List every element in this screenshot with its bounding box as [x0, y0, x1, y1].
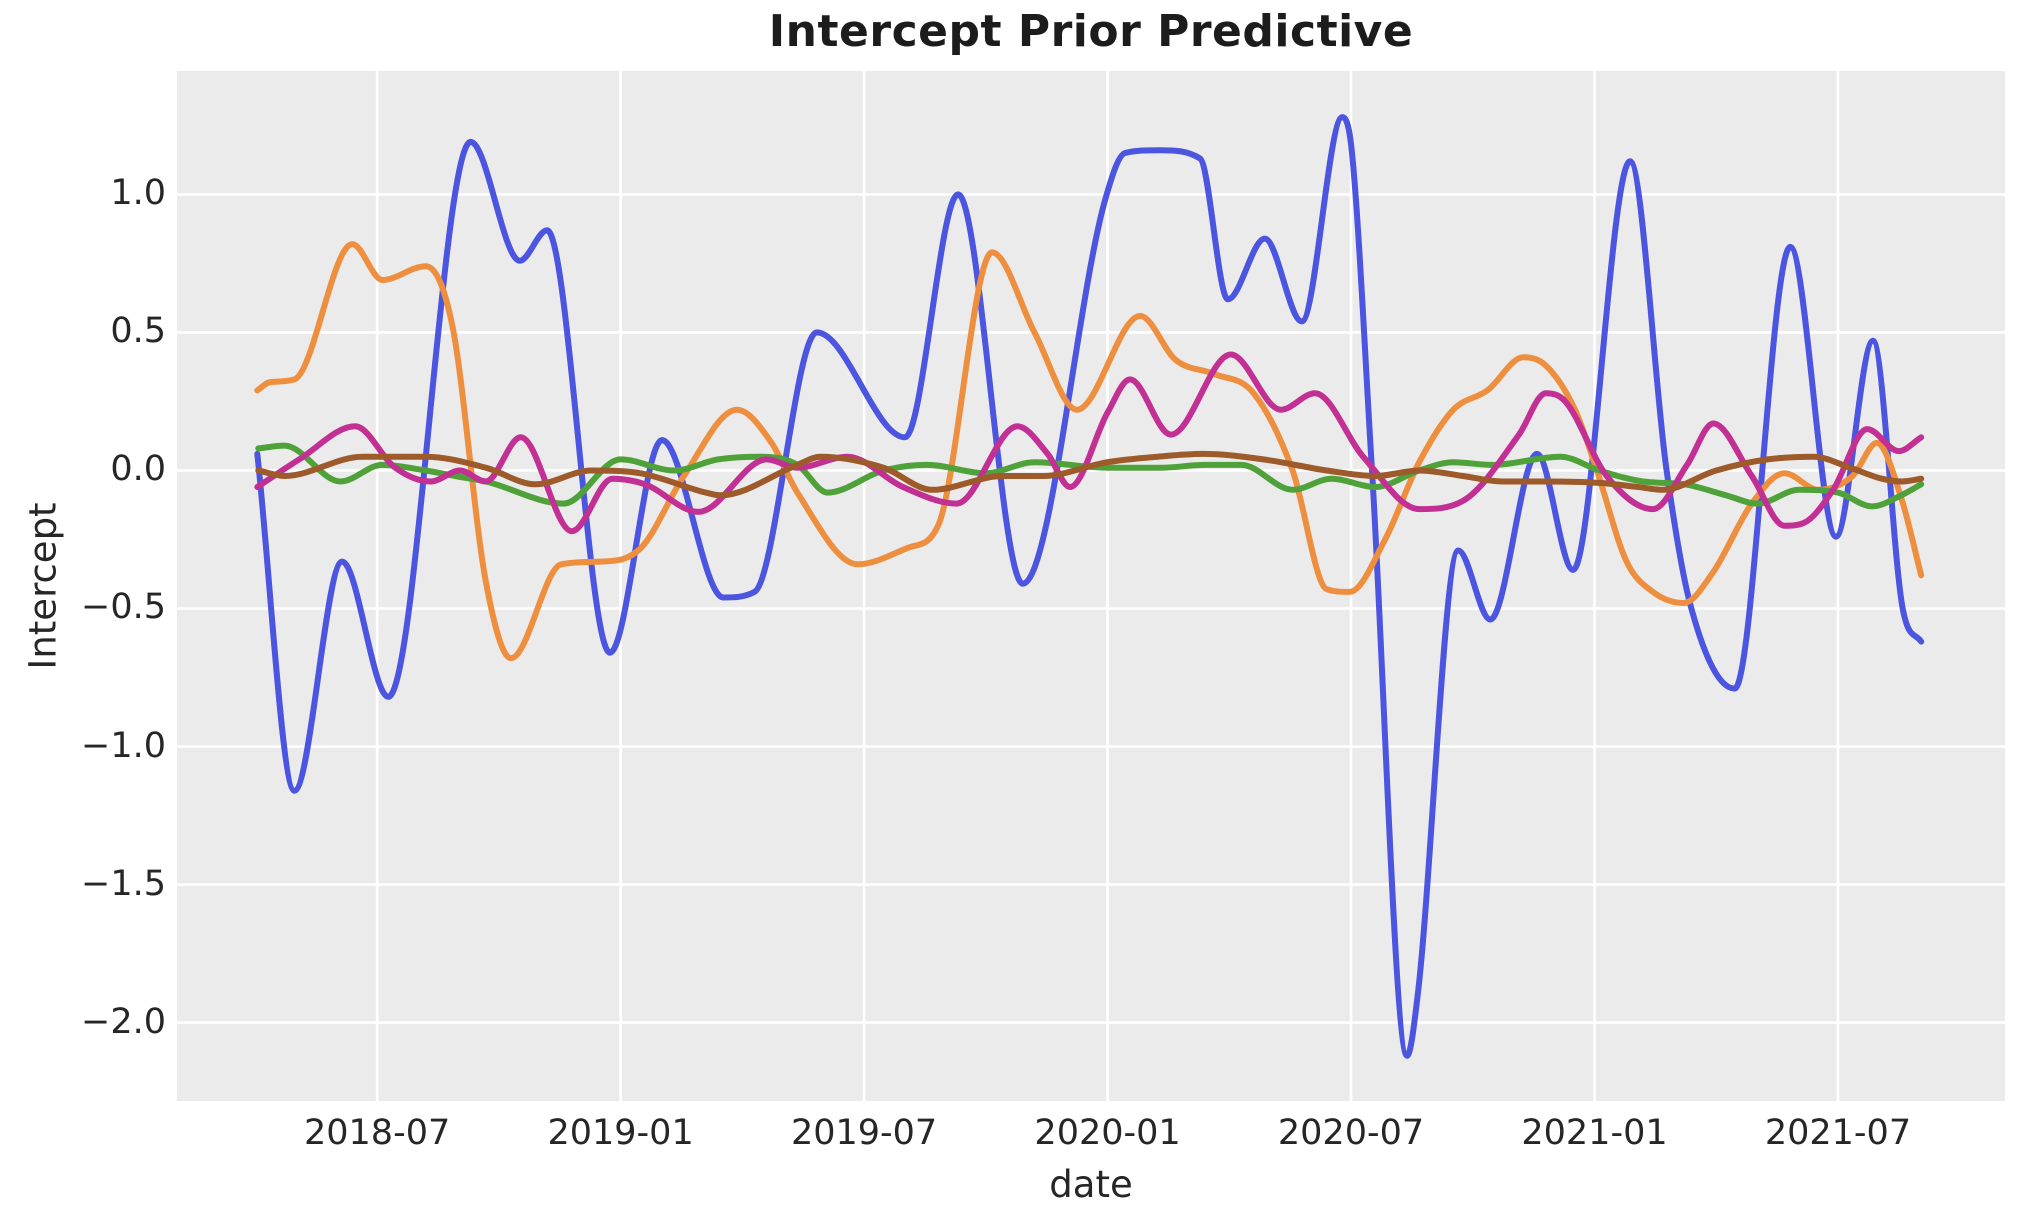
y-tick-label: −1.0 — [81, 725, 166, 766]
x-axis-label: date — [1049, 1163, 1133, 1206]
series-prior-sample-1 — [254, 114, 1925, 1059]
x-tick-label: 2020-01 — [1034, 1113, 1181, 1153]
y-axis-label: Intercept — [21, 502, 65, 670]
chart-canvas — [177, 71, 2005, 1101]
x-tick-label: 2020-07 — [1277, 1113, 1425, 1153]
chart-title: Intercept Prior Predictive — [768, 6, 1414, 57]
x-tick-label: 2021-07 — [1764, 1113, 1912, 1153]
x-tick-label: 2019-01 — [547, 1113, 694, 1153]
series-prior-sample-4 — [254, 351, 1925, 535]
x-tick-label: 2021-01 — [1521, 1113, 1668, 1153]
y-tick-label: 0.0 — [110, 449, 166, 490]
y-tick-label: −2.0 — [81, 1001, 166, 1042]
x-tick-label: 2019-07 — [790, 1113, 938, 1153]
series-prior-sample-5 — [255, 450, 1925, 499]
y-tick-label: 0.5 — [110, 311, 166, 352]
series-prior-sample-2 — [254, 241, 1925, 662]
y-tick-label: −0.5 — [81, 587, 166, 628]
series-prior-sample-3 — [255, 442, 1925, 510]
x-tick-label: 2018-07 — [304, 1113, 451, 1153]
plot-area — [177, 71, 2005, 1101]
y-tick-label: 1.0 — [110, 173, 166, 214]
y-tick-label: −1.5 — [81, 863, 166, 904]
